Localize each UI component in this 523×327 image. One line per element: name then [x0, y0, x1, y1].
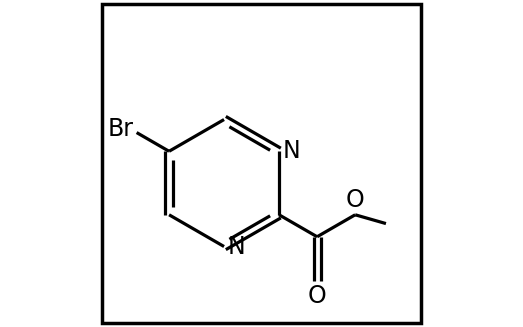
Text: N: N: [283, 139, 301, 163]
Text: N: N: [228, 234, 246, 259]
Text: Br: Br: [107, 117, 133, 141]
Text: O: O: [308, 284, 326, 308]
Text: O: O: [346, 187, 365, 212]
